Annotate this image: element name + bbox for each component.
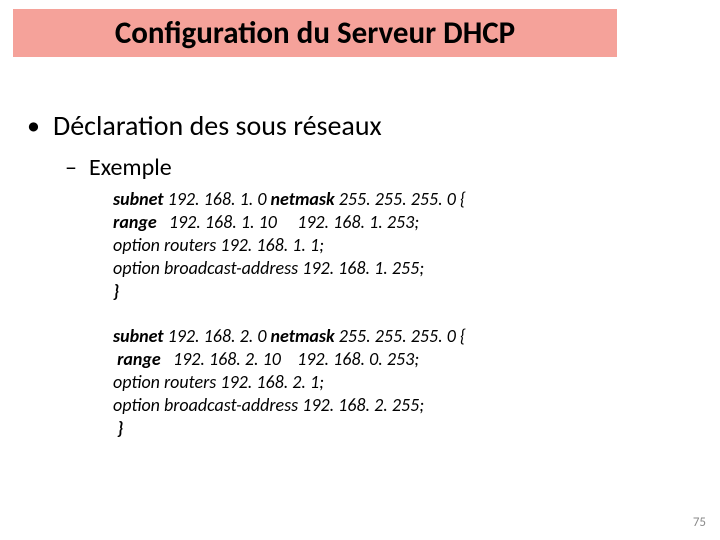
code-line: } [113,280,697,303]
title-band: Configuration du Serveur DHCP [13,9,617,57]
page-title: Configuration du Serveur DHCP [115,14,515,52]
code-line: subnet 192. 168. 1. 0 netmask 255. 255. … [113,188,697,211]
code-line: option broadcast-address 192. 168. 2. 25… [113,394,697,417]
page-number: 75 [693,515,706,530]
bullet-level2: – Exemple [65,153,697,182]
code-line: option routers 192. 168. 1. 1; [113,234,697,257]
dash-marker: – [65,153,89,182]
spacer [27,303,697,325]
code-line: option routers 192. 168. 2. 1; [113,371,697,394]
code-line: option broadcast-address 192. 168. 1. 25… [113,257,697,280]
bullet-marker: • [27,112,53,138]
slide: Configuration du Serveur DHCP • Déclarat… [0,0,720,540]
bullet-text: Déclaration des sous réseaux [53,108,382,143]
content-area: • Déclaration des sous réseaux – Exemple… [27,108,697,440]
code-line: subnet 192. 168. 2. 0 netmask 255. 255. … [113,325,697,348]
code-line: range 192. 168. 1. 10 192. 168. 1. 253; [113,211,697,234]
code-line: range 192. 168. 2. 10 192. 168. 0. 253; [113,348,697,371]
code-line: } [113,417,697,440]
code-block-2: subnet 192. 168. 2. 0 netmask 255. 255. … [113,325,697,440]
bullet-subtext: Exemple [89,153,172,182]
bullet-level1: • Déclaration des sous réseaux [27,108,697,143]
code-block-1: subnet 192. 168. 1. 0 netmask 255. 255. … [113,188,697,303]
